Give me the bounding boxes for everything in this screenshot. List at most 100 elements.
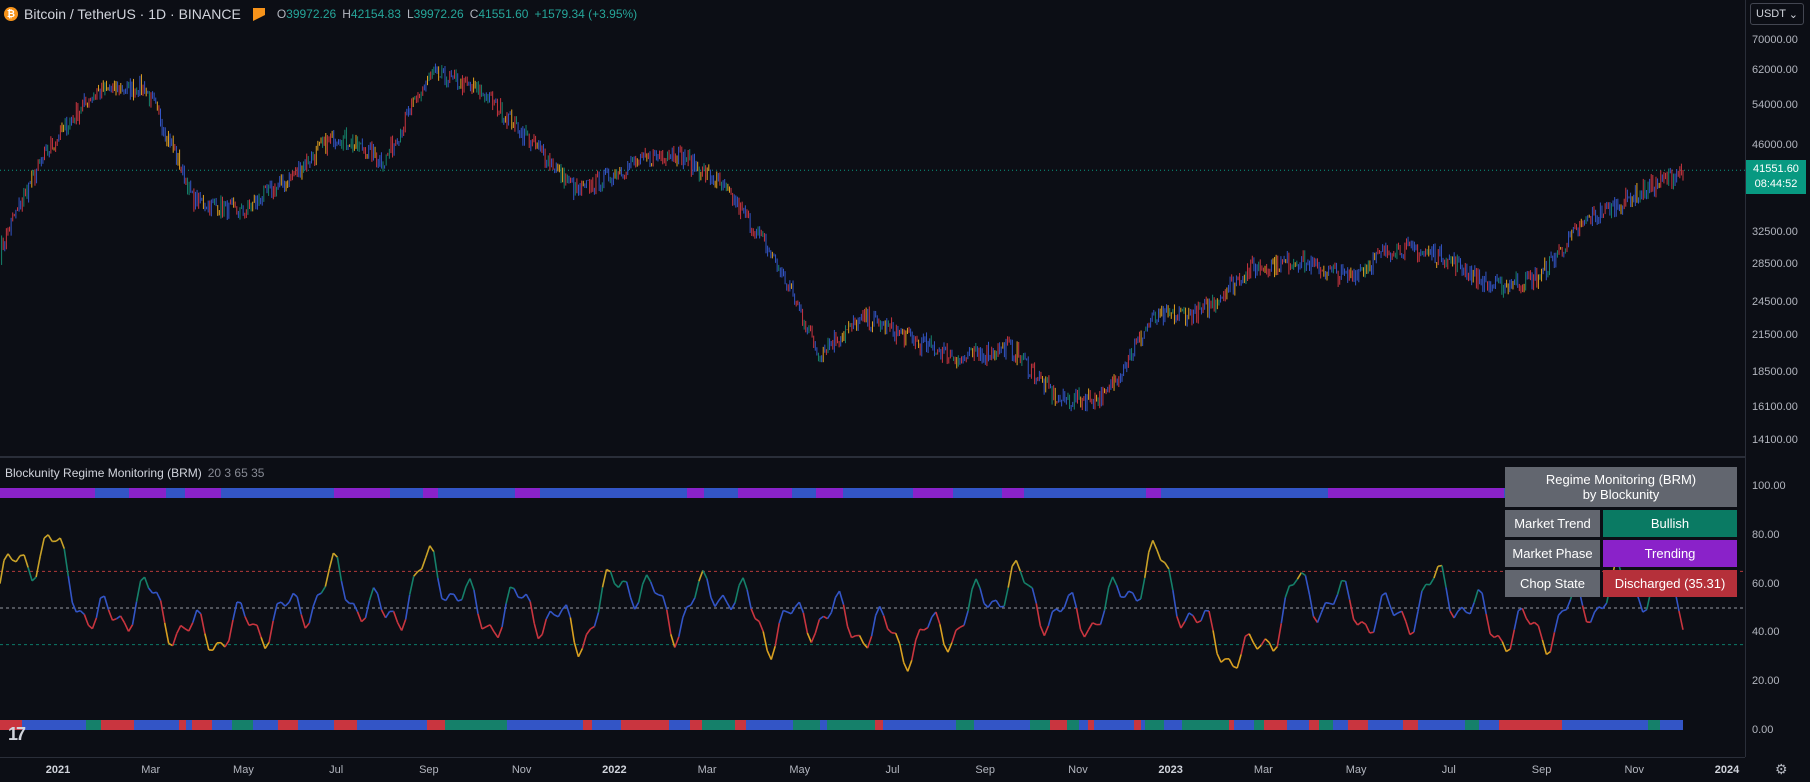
price-axis-label: 18500.00 [1752, 366, 1798, 378]
phase-band-segment [1024, 488, 1032, 498]
oscillator-segment [1374, 615, 1378, 632]
trend-band-segment [1067, 720, 1079, 730]
oscillator-segment [137, 581, 141, 602]
oscillator-segment [108, 610, 112, 621]
flag-icon[interactable] [253, 8, 265, 21]
oscillator-segment [831, 597, 835, 612]
bitcoin-logo-icon: ₿ [4, 7, 18, 21]
tradingview-logo-icon[interactable]: 17 [8, 724, 24, 745]
chart-area[interactable] [0, 0, 1745, 757]
oscillator-segment [522, 594, 526, 598]
trend-band-segment [134, 720, 148, 730]
change-value: +1579.34 (+3.95%) [534, 7, 637, 21]
phase-band-segment [1105, 488, 1121, 498]
oscillator-segment [341, 581, 345, 600]
oscillator-segment [177, 626, 181, 634]
trend-band-segment [702, 720, 719, 730]
trend-band-segment [1110, 720, 1134, 730]
oscillator-segment [510, 587, 514, 589]
table-row-market-trend: Market Trend Bullish [1505, 510, 1737, 537]
oscillator-segment [679, 617, 683, 636]
oscillator-segment [1157, 550, 1161, 561]
oscillator-segment [647, 575, 651, 582]
oscillator-segment [1454, 611, 1458, 618]
oscillator-segment [1028, 585, 1032, 588]
trend-band-segment [827, 720, 852, 730]
symbol-title[interactable]: Bitcoin / TetherUS · 1D · BINANCE [24, 6, 241, 22]
oscillator-segment [811, 633, 815, 642]
oscillator-segment [683, 607, 687, 618]
oscillator-segment [1161, 560, 1165, 562]
phase-band-segment [1199, 488, 1234, 498]
oscillator-segment [1085, 630, 1089, 637]
oscillator-segment [333, 553, 337, 557]
oscillator-segment [1261, 639, 1265, 645]
phase-band-segment [410, 488, 423, 498]
phase-band-segment [423, 488, 438, 498]
indicator-header[interactable]: Blockunity Regime Monitoring (BRM) 20 3 … [5, 466, 264, 480]
price-axis-label: 16100.00 [1752, 401, 1798, 413]
currency-button[interactable]: USDT ⌄ [1750, 3, 1804, 25]
oscillator-segment [165, 623, 169, 644]
oscillator-segment [631, 598, 635, 610]
oscillator-segment [40, 538, 44, 556]
oscillator-segment [112, 619, 116, 620]
trend-band-segment [793, 720, 799, 730]
table-title-line2: by Blockunity [1505, 487, 1737, 502]
oscillator-segment [289, 593, 293, 602]
last-price-value: 41551.60 [1746, 162, 1806, 177]
oscillator-segment [197, 610, 201, 614]
indicator-name[interactable]: Blockunity Regime Monitoring (BRM) [5, 466, 202, 480]
trend-band-segment [726, 720, 735, 730]
trend-band-segment [1164, 720, 1182, 730]
oscillator-segment [1125, 591, 1129, 597]
trend-band-segment [799, 720, 820, 730]
phase-band-segment [1032, 488, 1050, 498]
phase-band-segment [1289, 488, 1302, 498]
oscillator-segment [1237, 654, 1241, 668]
oscillator-segment [920, 629, 924, 630]
oscillator-segment [1490, 634, 1494, 638]
indicator-pane[interactable] [0, 458, 1745, 757]
oscillator-segment [173, 634, 177, 646]
trend-band-segment [1517, 720, 1541, 730]
trend-band-segment [1319, 720, 1333, 730]
trend-band-segment [974, 720, 978, 730]
phase-band-segment [1068, 488, 1105, 498]
phase-band-segment [669, 488, 687, 498]
oscillator-segment [60, 538, 64, 549]
oscillator-segment [1173, 590, 1177, 616]
oscillator-segment [1442, 566, 1446, 588]
oscillator-segment [201, 614, 205, 634]
trend-band-segment [523, 720, 535, 730]
market-trend-value: Bullish [1603, 510, 1737, 537]
oscillator-segment [1229, 659, 1233, 667]
oscillator-segment [534, 623, 538, 639]
oscillator-segment [213, 643, 217, 650]
oscillator-segment [896, 633, 900, 644]
oscillator-segment [1309, 594, 1313, 616]
open-value: 39972.26 [286, 7, 336, 21]
oscillator-segment [366, 600, 370, 618]
oscillator-segment [884, 616, 888, 629]
gear-icon[interactable]: ⚙ [1775, 761, 1788, 778]
oscillator-segment [787, 612, 791, 614]
oscillator-segment [205, 634, 209, 650]
oscillator-segment [1004, 588, 1008, 607]
oscillator-segment [36, 557, 40, 577]
oscillator-segment [1526, 618, 1530, 624]
trend-band-segment [334, 720, 357, 730]
oscillator-segment [763, 631, 767, 650]
time-axis-label: Jul [885, 764, 899, 776]
open-key: O [277, 7, 286, 21]
phase-band-segment [738, 488, 774, 498]
oscillator-line [0, 535, 1683, 672]
oscillator-segment [245, 617, 249, 626]
price-pane[interactable] [0, 0, 1745, 456]
phase-band-segment [1255, 488, 1280, 498]
oscillator-segment [514, 589, 518, 598]
oscillator-segment [293, 593, 297, 597]
trend-band-segment [253, 720, 278, 730]
